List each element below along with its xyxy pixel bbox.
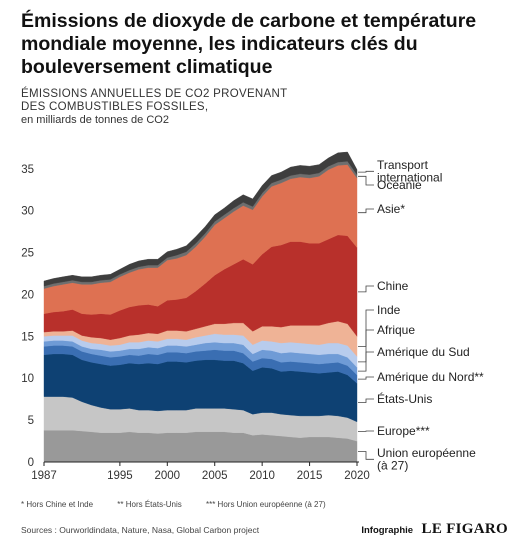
- subtitle-line-1: ÉMISSIONS ANNUELLES DE CO2 PROVENANT: [21, 88, 288, 100]
- legend-leader-transport-international: [358, 170, 374, 173]
- x-tick-label: 2015: [297, 470, 323, 482]
- subtitle-line-2: DES COMBUSTIBLES FOSSILES,: [21, 101, 209, 113]
- legend-label-union-europeenne-a-27: Union européenne: [377, 446, 476, 460]
- legend-label-union-europeenne-a-27: (à 27): [377, 459, 408, 473]
- legend-leader-inde: [358, 309, 374, 347]
- footnote-asie: * Hors Chine et Inde: [21, 500, 94, 509]
- legend-label-asie: Asie*: [377, 202, 405, 216]
- x-tick-label: 1987: [31, 470, 57, 482]
- legend-label-oceanie: Océanie: [377, 178, 422, 192]
- x-tick-label: 2010: [249, 470, 275, 482]
- x-tick-label: 2020: [344, 470, 370, 482]
- legend-label-chine: Chine: [377, 279, 409, 293]
- brand-logo: LE FIGARO: [421, 521, 508, 537]
- legend-label-afrique: Afrique: [377, 323, 415, 337]
- y-tick-label: 15: [21, 331, 34, 343]
- footnote-amerique-du-nord: ** Hors États-Unis: [117, 500, 182, 509]
- legend-leader-asie: [358, 208, 374, 214]
- x-tick-label: 1995: [107, 470, 133, 482]
- chart-subtitle: ÉMISSIONS ANNUELLES DE CO2 PROVENANT DES…: [21, 88, 351, 127]
- y-tick-label: 25: [21, 248, 34, 260]
- area-transport-international: [43, 151, 358, 287]
- legend-label-europe: Europe***: [377, 424, 430, 438]
- footnotes: * Hors Chine et Inde ** Hors États-Unis …: [21, 500, 348, 509]
- legend-label-inde: Inde: [377, 303, 401, 317]
- legend-label-amerique-du-nord: Amérique du Nord**: [377, 370, 484, 384]
- legend-leader-oceanie: [358, 175, 374, 186]
- legend-leader-union-europeenne-a-27: [358, 451, 374, 460]
- x-tick-label: 2005: [202, 470, 228, 482]
- credit-label: Infographie: [361, 525, 414, 536]
- y-tick-label: 5: [28, 415, 34, 427]
- footnote-europe: *** Hors Union européenne (à 27): [205, 500, 326, 509]
- y-tick-label: 35: [21, 164, 34, 176]
- credit: Infographie LE FIGARO: [361, 520, 508, 538]
- y-tick-label: 10: [21, 373, 34, 385]
- sources-text: Sources : Ourworldindata, Nature, Nasa, …: [21, 525, 260, 535]
- x-tick-label: 2000: [155, 470, 181, 482]
- legend-leader-afrique: [358, 329, 374, 363]
- legend-label-etats-unis: États-Unis: [377, 391, 432, 406]
- y-tick-label: 0: [28, 457, 34, 469]
- legend-leader-amerique-du-nord: [358, 376, 374, 380]
- legend-leader-etats-unis: [358, 398, 374, 403]
- legend-leader-chine: [358, 285, 374, 293]
- chart-title: Émissions de dioxyde de carbone et tempé…: [21, 10, 477, 78]
- legend-label-amerique-du-sud: Amérique du Sud: [377, 345, 470, 359]
- y-unit-label: en milliards de tonnes de CO2: [21, 114, 169, 126]
- legend-label-transport-international: international: [377, 171, 442, 185]
- y-tick-label: 30: [21, 206, 34, 218]
- legend-label-transport-international: Transport: [377, 158, 429, 172]
- legend-leader-amerique-du-sud: [358, 351, 374, 372]
- y-tick-label: 20: [21, 289, 34, 301]
